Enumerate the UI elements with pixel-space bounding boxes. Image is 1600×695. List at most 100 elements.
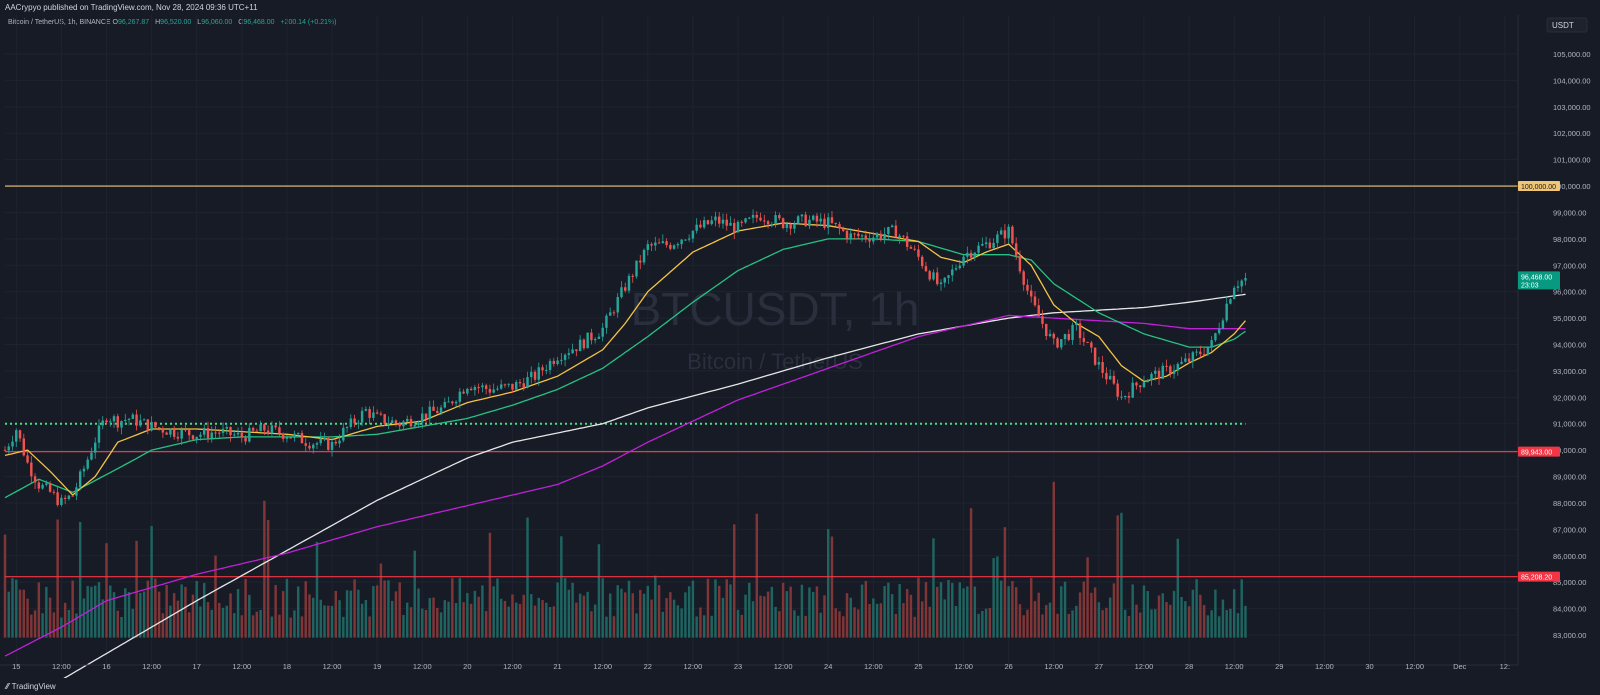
volume-bar — [593, 604, 597, 638]
currency-badge[interactable]: USDT — [1546, 17, 1588, 33]
volume-bar — [905, 589, 909, 638]
footer-logo-text: TradingView — [11, 682, 56, 691]
candle-body — [981, 244, 984, 246]
candle-body — [872, 237, 875, 242]
time-tick-label: 16 — [102, 662, 110, 671]
close-label: C — [238, 19, 244, 26]
candle-body — [308, 445, 311, 449]
price-tick-label: 103,000.00 — [1553, 103, 1591, 112]
candle-body — [1131, 382, 1134, 398]
candle-body — [646, 244, 650, 250]
time-tick-label: 18 — [283, 662, 291, 671]
volume-bar — [1191, 589, 1195, 638]
candle-body — [593, 338, 597, 341]
candle-body — [1244, 278, 1247, 281]
close-value: 96,468.00 — [243, 19, 275, 26]
volume-bar — [451, 578, 454, 638]
candle-body — [1169, 366, 1172, 374]
candle-body — [97, 425, 101, 443]
candle-body — [571, 349, 574, 354]
volume-bar — [169, 605, 172, 638]
high-value: 96,520.00 — [160, 19, 192, 26]
candle-body — [932, 272, 935, 280]
candle-body — [733, 222, 736, 233]
candle-body — [605, 315, 608, 328]
candle-body — [917, 249, 920, 257]
candle-body — [229, 426, 232, 436]
volume-bar — [898, 584, 901, 638]
volume-bar — [578, 593, 582, 638]
volume-bar — [210, 609, 213, 638]
candle-body — [838, 224, 841, 229]
candle-body — [1018, 255, 1022, 272]
price-axis[interactable] — [0, 15, 1600, 666]
candle-body — [492, 389, 495, 393]
candle-body — [642, 249, 646, 263]
volume-bar — [717, 585, 721, 638]
candle-body — [936, 272, 939, 285]
volume-bar — [842, 616, 845, 638]
candle-body — [251, 427, 255, 431]
level-price-tag — [1518, 571, 1560, 582]
volume-bar — [864, 580, 868, 638]
volume-bar — [1090, 592, 1093, 638]
candle-body — [1112, 375, 1116, 384]
candle-body — [218, 432, 221, 434]
volume-bar — [266, 519, 270, 638]
candle-body — [124, 419, 127, 421]
price-chart[interactable]: BTCUSDT, 1h Bitcoin / TetherUS 83,000.00… — [0, 15, 1600, 678]
volume-bar — [278, 614, 281, 638]
volume-bar — [398, 582, 401, 638]
volume-bar — [1014, 587, 1018, 638]
candle-body — [417, 422, 420, 425]
candle-body — [338, 440, 341, 444]
volume-bar — [338, 600, 341, 638]
volume-bar — [124, 588, 127, 638]
volume-bar — [1236, 613, 1240, 638]
price-tick-label: 96,000.00 — [1553, 288, 1586, 297]
candle-body — [405, 418, 409, 422]
candle-body — [161, 428, 165, 433]
candle-body — [394, 420, 398, 424]
candle-body — [842, 228, 845, 231]
candle-body — [225, 426, 229, 429]
volume-bar — [913, 616, 916, 638]
candle-body — [428, 406, 431, 419]
candle-body — [424, 413, 428, 419]
ema-purple-line — [4, 314, 1246, 657]
candle-body — [18, 430, 22, 439]
candle-body — [563, 354, 567, 360]
volume-bar — [721, 597, 725, 638]
candle-body — [755, 214, 759, 218]
change-value: +200.14 (+0.21%) — [280, 19, 337, 26]
price-tick-label: 94,000.00 — [1553, 341, 1586, 350]
candle-body — [1116, 383, 1119, 397]
volume-bar — [172, 593, 176, 638]
candle-body — [748, 217, 751, 219]
volume-bar — [312, 597, 315, 638]
price-tick-label: 92,000.00 — [1553, 393, 1586, 402]
candle-body — [1093, 347, 1097, 365]
volume-bar — [417, 588, 420, 638]
time-tick-label: 12:00 — [1405, 662, 1424, 671]
candle-body — [627, 275, 631, 291]
volume-bar — [601, 578, 604, 638]
volume-bar — [236, 589, 240, 638]
volume-bar — [1154, 609, 1157, 638]
volume-bar — [733, 524, 736, 638]
time-tick-label: 12:00 — [323, 662, 342, 671]
candle-body — [221, 428, 225, 433]
volume-bar — [469, 603, 473, 638]
candle-body — [939, 282, 943, 285]
volume-bar — [78, 521, 82, 638]
volume-bar — [353, 579, 356, 638]
candle-body — [293, 433, 296, 438]
volume-bar — [552, 606, 556, 638]
volume-bar — [984, 608, 988, 638]
volume-bar — [180, 584, 183, 638]
candle-body — [41, 484, 44, 489]
candle-body — [789, 223, 792, 229]
candle-body — [744, 218, 747, 223]
volume-bar — [345, 590, 349, 638]
candle-body — [387, 423, 390, 425]
